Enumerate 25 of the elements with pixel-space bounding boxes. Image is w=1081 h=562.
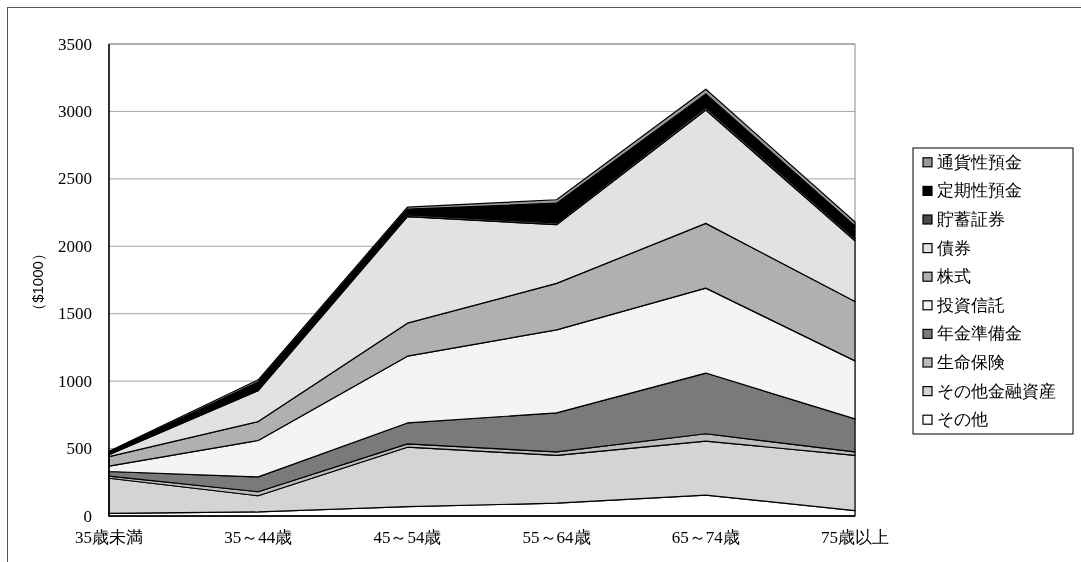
legend-label: 貯蓄証券 [937, 210, 1005, 229]
legend-label: 通貨性預金 [937, 152, 1022, 172]
x-tick-label: 35歳未満 [75, 528, 143, 547]
legend-label: その他金融資産 [937, 381, 1056, 401]
legend-label: 生命保険 [937, 353, 1005, 372]
y-tick-label: 2000 [58, 236, 92, 256]
x-tick-label: 45～54歳 [373, 528, 442, 547]
y-tick-label: 1500 [58, 304, 92, 324]
legend-label: その他 [937, 410, 988, 430]
legend-label: 債券 [937, 238, 971, 258]
y-tick-label: 3000 [58, 101, 92, 121]
legend-label: 投資信託 [936, 295, 1005, 315]
legend-label: 年金準備金 [937, 324, 1022, 344]
x-tick-label: 65～74歳 [671, 528, 740, 547]
y-tick-label: 0 [83, 506, 92, 526]
x-tick-label: 75歳以上 [821, 528, 889, 547]
y-tick-label: 3500 [58, 34, 92, 54]
y-axis-title: （$1000） [28, 246, 46, 318]
legend-label: 定期性預金 [937, 181, 1022, 201]
legend-label: 株式 [936, 267, 971, 287]
x-tick-label: 35～44歳 [224, 528, 293, 547]
x-tick-label: 55～64歳 [522, 528, 591, 547]
y-tick-label: 2500 [58, 169, 92, 189]
y-tick-label: 1000 [58, 371, 92, 391]
y-tick-label: 500 [66, 439, 92, 459]
